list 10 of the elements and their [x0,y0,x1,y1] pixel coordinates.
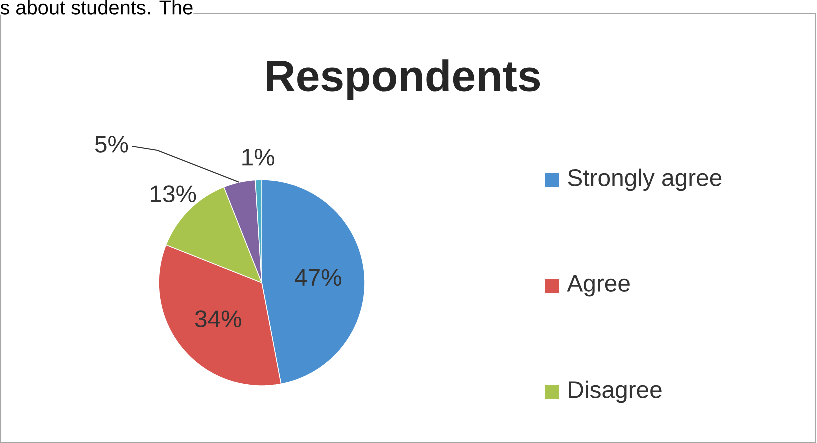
data-label: 13% [151,185,196,202]
legend-label: Strongly agree [568,168,722,191]
text: s about students. The [0,0,193,15]
legend-label: Disagree [569,380,662,403]
data-label: 1% [242,148,275,166]
data-label: 47% [295,269,342,286]
data-label: 34% [195,310,242,328]
chart-title: Respondents [267,59,540,100]
legend-label: Agree [567,275,630,296]
data-label: 5% [95,136,128,153]
